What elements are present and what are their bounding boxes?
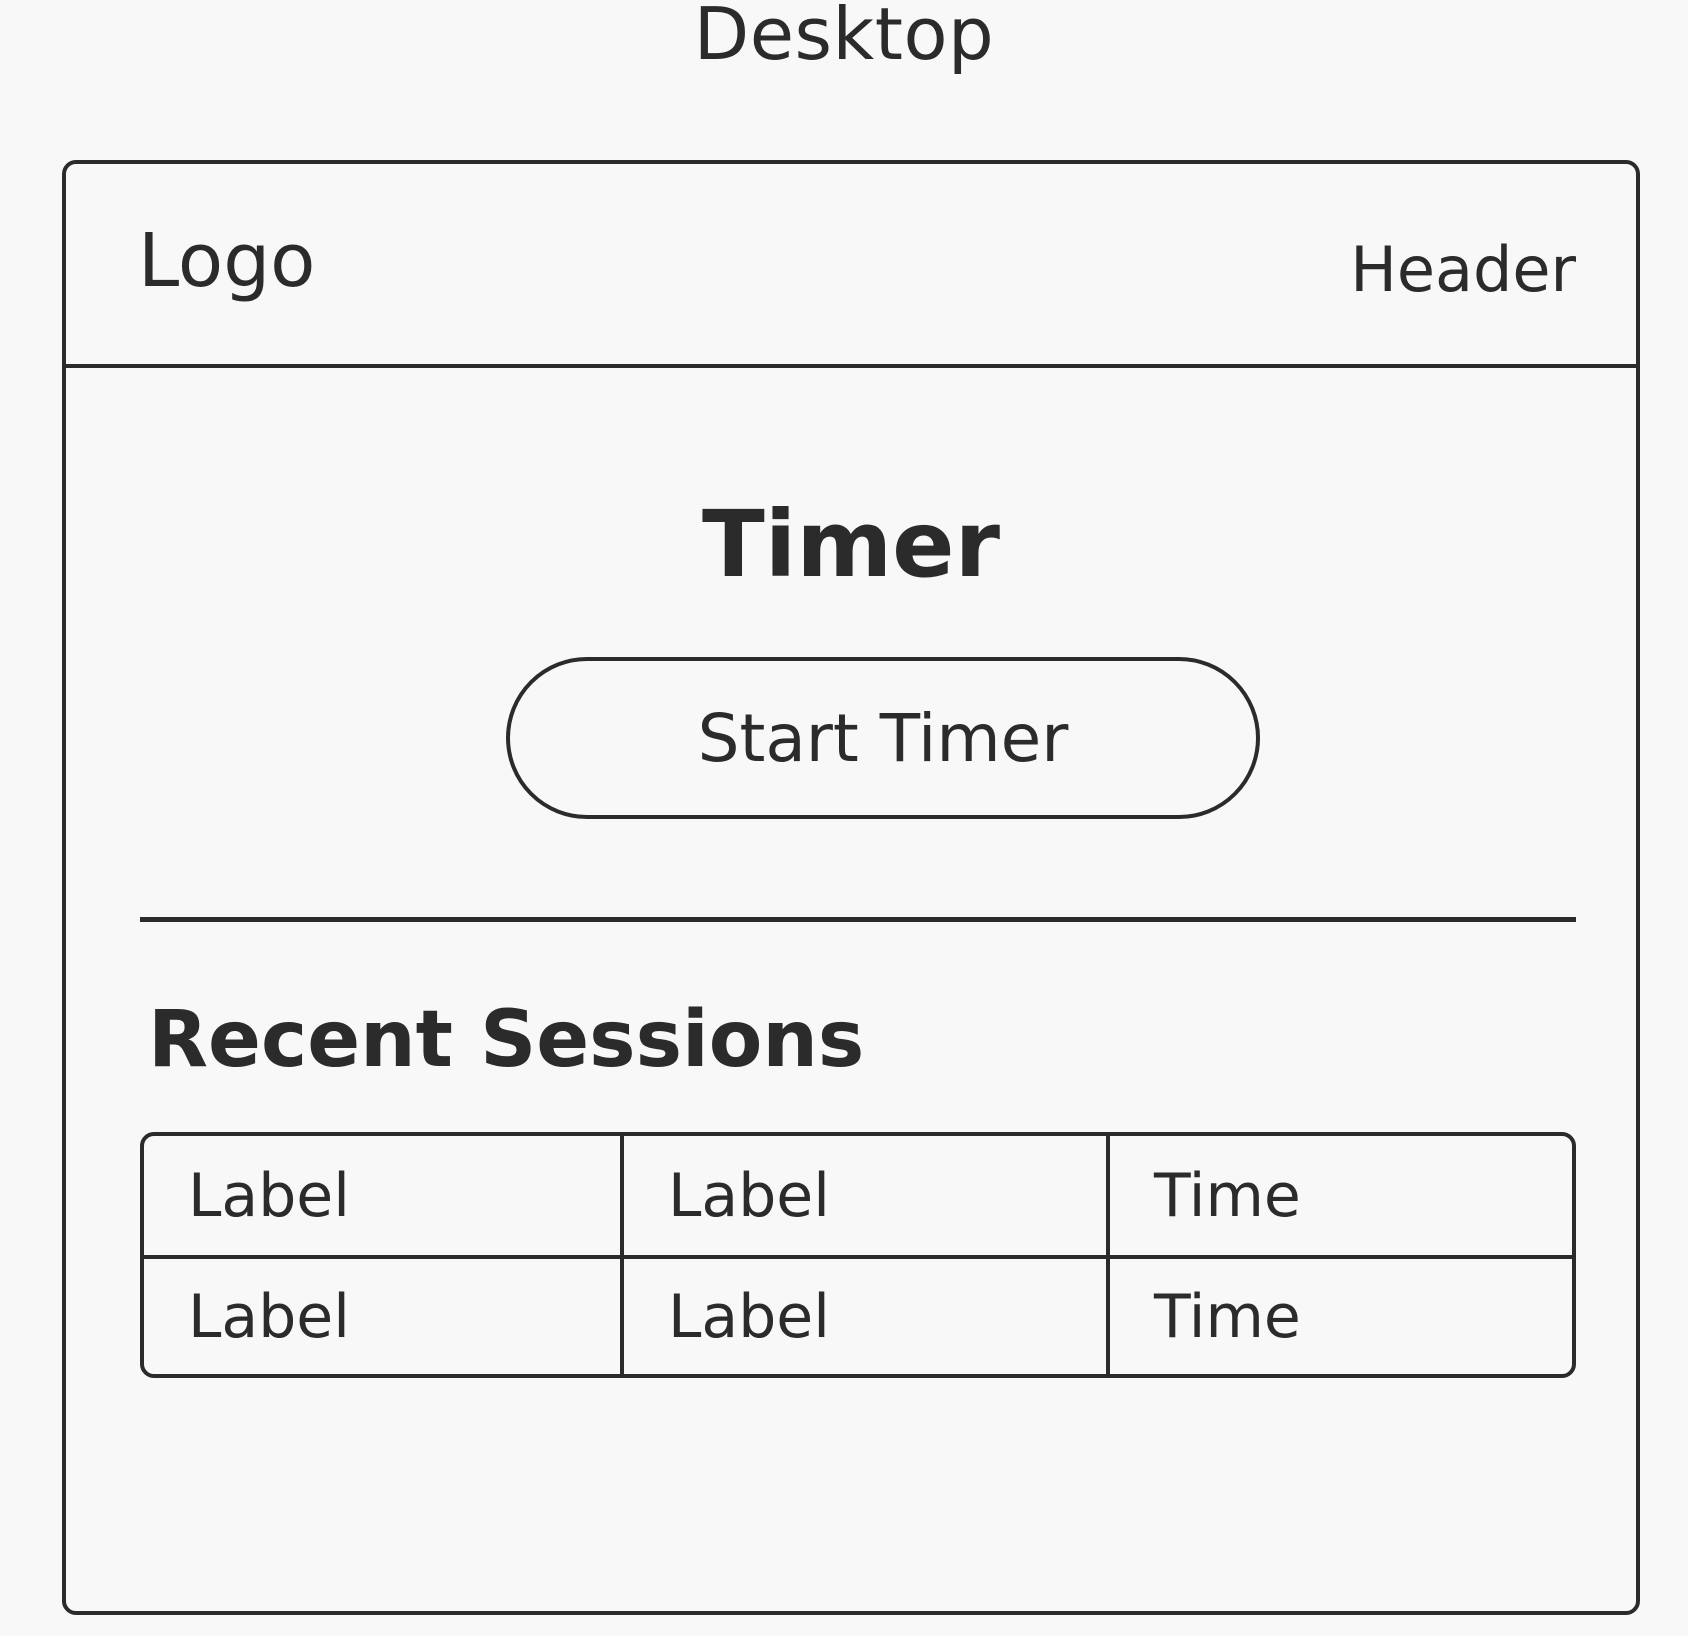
- table-row[interactable]: Label Label Time: [144, 1136, 1572, 1255]
- header-bar: Logo Header: [66, 164, 1636, 368]
- session-label-cell: Label: [620, 1259, 1106, 1374]
- section-divider: [140, 917, 1576, 922]
- session-label-cell: Label: [620, 1136, 1106, 1255]
- session-time-cell: Time: [1106, 1259, 1572, 1374]
- session-time-cell: Time: [1106, 1136, 1572, 1255]
- session-label-cell: Label: [188, 1160, 350, 1231]
- recent-sessions-table: Label Label Time Label Label Time: [140, 1132, 1576, 1378]
- timer-title: Timer: [702, 491, 1000, 598]
- desktop-title: Desktop: [693, 0, 995, 76]
- header-label: Header: [1350, 233, 1576, 306]
- desktop-frame: Logo Header Timer Start Timer Recent Ses…: [62, 160, 1640, 1615]
- table-row[interactable]: Label Label Time: [144, 1255, 1572, 1374]
- session-label-cell: Label: [188, 1281, 350, 1352]
- logo[interactable]: Logo: [138, 218, 316, 304]
- start-timer-button[interactable]: Start Timer: [506, 657, 1260, 819]
- recent-sessions-title: Recent Sessions: [148, 995, 865, 1085]
